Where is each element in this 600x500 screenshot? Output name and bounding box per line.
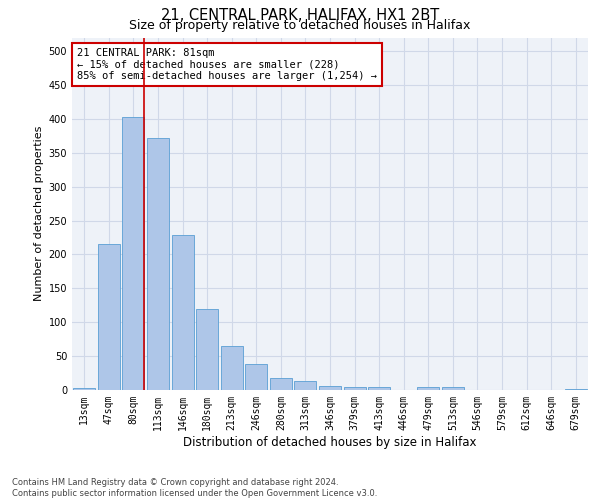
Bar: [245, 364, 268, 390]
Text: Size of property relative to detached houses in Halifax: Size of property relative to detached ho…: [130, 18, 470, 32]
X-axis label: Distribution of detached houses by size in Halifax: Distribution of detached houses by size …: [183, 436, 477, 448]
Y-axis label: Number of detached properties: Number of detached properties: [34, 126, 44, 302]
Bar: [442, 386, 464, 390]
Bar: [417, 386, 439, 390]
Bar: [172, 236, 194, 390]
Text: 21 CENTRAL PARK: 81sqm
← 15% of detached houses are smaller (228)
85% of semi-de: 21 CENTRAL PARK: 81sqm ← 15% of detached…: [77, 48, 377, 82]
Text: 21, CENTRAL PARK, HALIFAX, HX1 2BT: 21, CENTRAL PARK, HALIFAX, HX1 2BT: [161, 8, 439, 22]
Bar: [368, 386, 390, 390]
Bar: [122, 117, 145, 390]
Bar: [319, 386, 341, 390]
Bar: [565, 388, 587, 390]
Bar: [270, 378, 292, 390]
Bar: [73, 388, 95, 390]
Text: Contains HM Land Registry data © Crown copyright and database right 2024.
Contai: Contains HM Land Registry data © Crown c…: [12, 478, 377, 498]
Bar: [295, 381, 316, 390]
Bar: [98, 244, 120, 390]
Bar: [221, 346, 243, 390]
Bar: [196, 308, 218, 390]
Bar: [147, 138, 169, 390]
Bar: [344, 386, 365, 390]
